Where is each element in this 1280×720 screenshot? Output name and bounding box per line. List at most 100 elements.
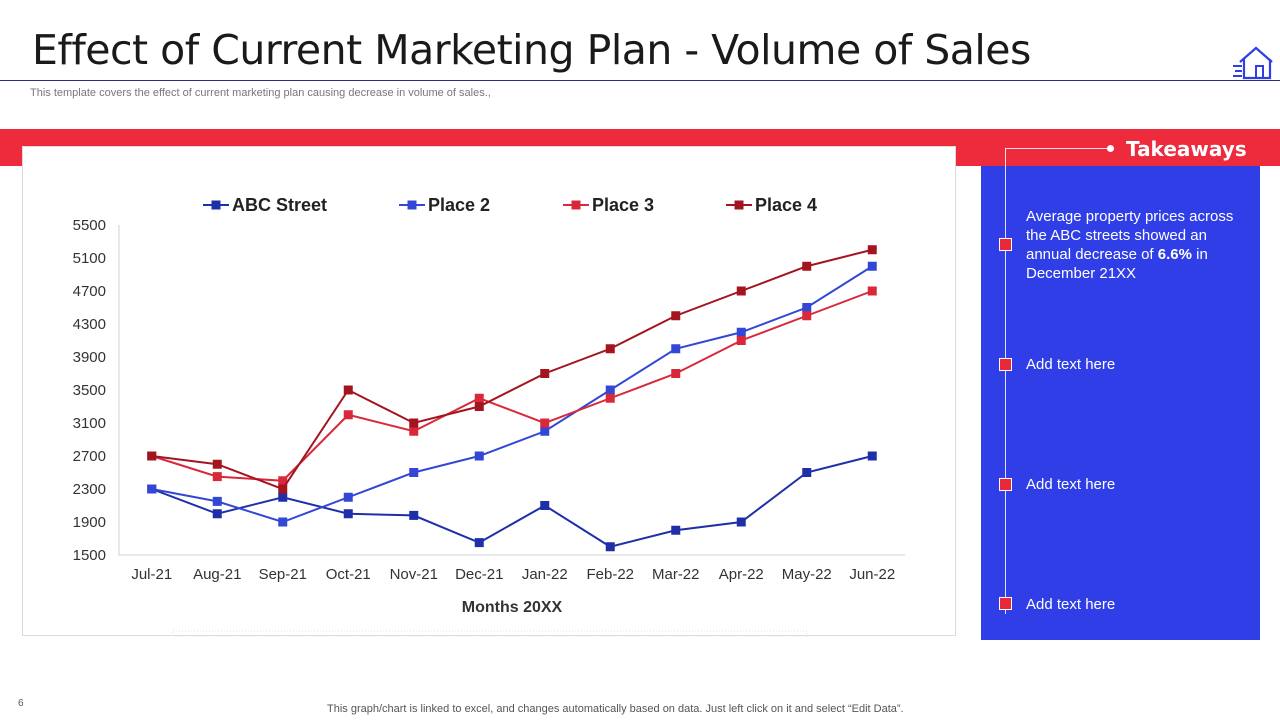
data-point bbox=[212, 509, 222, 519]
x-tick-label: Nov-21 bbox=[390, 566, 438, 583]
data-point bbox=[409, 426, 419, 436]
data-point bbox=[671, 525, 681, 535]
series-line bbox=[151, 248, 873, 491]
takeaway-text-2[interactable]: Add text here bbox=[1026, 356, 1116, 373]
legend-label: Place 3 bbox=[592, 195, 654, 215]
legend-marker bbox=[571, 200, 581, 210]
data-point bbox=[867, 451, 877, 461]
takeaways-timeline bbox=[1005, 148, 1006, 614]
takeaway-marker bbox=[999, 597, 1012, 610]
series-line bbox=[151, 290, 873, 482]
x-tick-label: Apr-22 bbox=[719, 566, 764, 583]
data-point bbox=[343, 509, 353, 519]
legend-label: Place 4 bbox=[755, 195, 817, 215]
line-chart[interactable]: 1500 1900 2300 2700 3100 3500 3900 4300 4700 5100… bbox=[23, 147, 957, 637]
x-tick-label: Oct-21 bbox=[326, 566, 371, 583]
legend-label: ABC Street bbox=[232, 195, 327, 215]
data-point bbox=[278, 517, 288, 527]
data-point bbox=[409, 418, 419, 428]
takeaway-marker bbox=[999, 358, 1012, 371]
takeaway-marker bbox=[999, 238, 1012, 251]
title-divider bbox=[0, 80, 1280, 81]
data-point bbox=[540, 369, 550, 378]
data-point bbox=[867, 261, 877, 271]
legend-marker bbox=[407, 200, 417, 210]
data-point bbox=[802, 311, 812, 321]
data-point bbox=[278, 484, 288, 494]
data-point bbox=[474, 538, 484, 548]
data-point bbox=[671, 369, 681, 378]
takeaway-marker bbox=[999, 478, 1012, 491]
data-point bbox=[343, 385, 353, 395]
data-point bbox=[474, 393, 484, 403]
x-tick-label: Jun-22 bbox=[849, 566, 895, 583]
takeaways-dot bbox=[1107, 145, 1114, 152]
footnote: This graph/chart is linked to excel, and… bbox=[327, 703, 904, 715]
data-point bbox=[671, 311, 681, 321]
takeaway-text-4[interactable]: Add text here bbox=[1026, 596, 1116, 613]
chart-card[interactable]: 1500 1900 2300 2700 3100 3500 3900 4300 4700 5100… bbox=[22, 146, 957, 637]
data-point bbox=[605, 542, 615, 552]
takeaway-text-1[interactable]: Average property prices across the ABC s… bbox=[1026, 208, 1234, 282]
data-point bbox=[605, 344, 615, 354]
y-tick-label: 5100 bbox=[73, 250, 106, 267]
data-point bbox=[343, 410, 353, 420]
subtitle: This template covers the effect of curre… bbox=[30, 87, 491, 99]
data-point bbox=[147, 451, 157, 461]
y-tick-label: 3500 bbox=[73, 382, 106, 399]
chart-resize-handle bbox=[172, 630, 808, 637]
data-point bbox=[409, 468, 419, 477]
legend-marker bbox=[211, 200, 221, 210]
y-tick-label: 2700 bbox=[73, 448, 106, 465]
data-point bbox=[736, 286, 746, 296]
takeaway-text-3[interactable]: Add text here bbox=[1026, 476, 1116, 493]
y-tick-label: 1500 bbox=[73, 547, 106, 564]
y-tick-label: 3900 bbox=[73, 349, 106, 366]
x-axis-title: Months 20XX bbox=[462, 599, 563, 616]
data-point bbox=[867, 286, 877, 296]
data-point bbox=[212, 472, 222, 482]
y-tick-label: 1900 bbox=[73, 514, 106, 531]
data-point bbox=[802, 303, 812, 312]
data-point bbox=[343, 492, 353, 502]
home-icon[interactable] bbox=[1232, 44, 1274, 80]
legend-label: Place 2 bbox=[428, 195, 490, 215]
x-tick-label: Sep-21 bbox=[259, 566, 307, 583]
page-number: 6 bbox=[18, 698, 24, 709]
data-point bbox=[474, 451, 484, 461]
data-point bbox=[736, 327, 746, 337]
x-tick-label: Feb-22 bbox=[586, 566, 634, 583]
legend-marker bbox=[734, 200, 744, 210]
data-point bbox=[278, 492, 288, 502]
page-title: Effect of Current Marketing Plan - Volum… bbox=[32, 26, 1031, 74]
series-line bbox=[151, 265, 873, 524]
data-point bbox=[278, 476, 288, 486]
x-tick-label: Aug-21 bbox=[193, 566, 241, 583]
y-tick-label: 4300 bbox=[73, 316, 106, 333]
data-point bbox=[802, 261, 812, 271]
data-point bbox=[474, 402, 484, 411]
y-tick-label: 3100 bbox=[73, 415, 106, 432]
y-tick-label: 5500 bbox=[73, 217, 106, 234]
data-point bbox=[540, 426, 550, 436]
data-point bbox=[605, 385, 615, 395]
takeaways-connector bbox=[1005, 148, 1111, 149]
data-point bbox=[736, 517, 746, 527]
data-point bbox=[212, 459, 222, 469]
x-tick-label: Jan-22 bbox=[522, 566, 568, 583]
takeaways-panel bbox=[981, 166, 1260, 640]
x-tick-label: Mar-22 bbox=[652, 566, 700, 583]
data-point bbox=[802, 468, 812, 477]
x-tick-label: Jul-21 bbox=[131, 566, 172, 583]
data-point bbox=[540, 418, 550, 428]
y-tick-label: 4700 bbox=[73, 283, 106, 300]
data-point bbox=[409, 510, 419, 520]
data-point bbox=[605, 393, 615, 403]
y-tick-label: 2300 bbox=[73, 481, 106, 498]
data-point bbox=[147, 484, 157, 494]
data-point bbox=[867, 245, 877, 255]
data-point bbox=[736, 336, 746, 345]
x-tick-label: May-22 bbox=[782, 566, 832, 583]
x-tick-label: Dec-21 bbox=[455, 566, 503, 583]
takeaways-heading: Takeaways bbox=[1126, 137, 1247, 161]
